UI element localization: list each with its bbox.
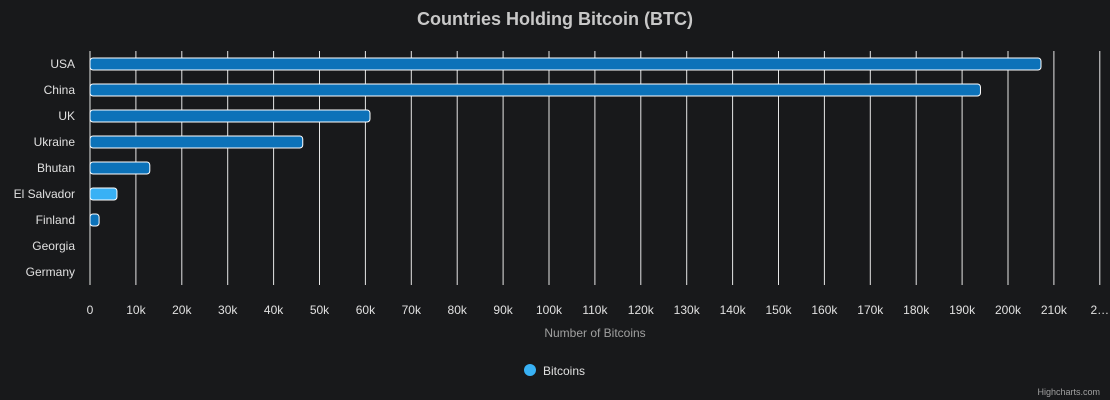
chart-title: Countries Holding Bitcoin (BTC) — [417, 9, 693, 29]
category-label: Finland — [36, 213, 75, 227]
x-tick-label: 140k — [720, 303, 747, 317]
category-label: USA — [50, 57, 75, 71]
category-label: Ukraine — [34, 135, 76, 149]
x-tick-label: 180k — [903, 303, 930, 317]
x-axis-title: Number of Bitcoins — [544, 326, 645, 340]
bar-el-salvador[interactable] — [89, 187, 118, 201]
category-label: Bhutan — [37, 161, 75, 175]
category-label: Georgia — [32, 239, 75, 253]
x-tick-label: 90k — [493, 303, 513, 317]
bar-china[interactable] — [89, 83, 981, 97]
x-tick-label: 150k — [765, 303, 792, 317]
bar-finland[interactable] — [89, 213, 100, 227]
x-tick-label: 80k — [448, 303, 468, 317]
legend-marker — [524, 364, 536, 376]
x-tick-label: 60k — [356, 303, 376, 317]
x-tick-label: 50k — [310, 303, 330, 317]
x-tick-label: 120k — [628, 303, 655, 317]
category-label: UK — [58, 109, 75, 123]
x-tick-label: 20k — [172, 303, 192, 317]
x-tick-label: 30k — [218, 303, 238, 317]
x-tick-label: 70k — [402, 303, 422, 317]
x-tick-label: 100k — [536, 303, 563, 317]
bars — [89, 57, 1042, 227]
x-tick-label: 130k — [674, 303, 701, 317]
x-tick-label: 0 — [87, 303, 94, 317]
bar-ukraine[interactable] — [89, 135, 304, 149]
legend-label: Bitcoins — [543, 364, 585, 378]
bar-usa[interactable] — [89, 57, 1042, 71]
x-tick-label: 210k — [1041, 303, 1068, 317]
category-label: Germany — [26, 265, 75, 279]
x-axis-tick-labels: 0 10k 20k 30k 40k 50k 60k 70k 80k 90k 100k 110k 120k… — [87, 303, 1109, 317]
x-tick-label: 2… — [1090, 303, 1109, 317]
x-tick-label: 110k — [582, 303, 608, 317]
bar-uk[interactable] — [89, 109, 371, 123]
x-tick-label: 10k — [126, 303, 146, 317]
x-tick-label: 190k — [949, 303, 976, 317]
category-labels: USA China UK Ukraine Bhutan El Salvador Finlan… — [14, 57, 76, 279]
category-label: China — [44, 83, 76, 97]
x-tick-label: 160k — [811, 303, 838, 317]
category-label: El Salvador — [14, 187, 75, 201]
x-tick-label: 40k — [264, 303, 284, 317]
bar-bhutan[interactable] — [89, 161, 151, 175]
credits-link[interactable]: Highcharts.com — [1037, 387, 1100, 397]
x-tick-label: 200k — [995, 303, 1022, 317]
x-tick-label: 170k — [857, 303, 884, 317]
legend-item-bitcoins[interactable]: Bitcoins — [524, 364, 585, 378]
